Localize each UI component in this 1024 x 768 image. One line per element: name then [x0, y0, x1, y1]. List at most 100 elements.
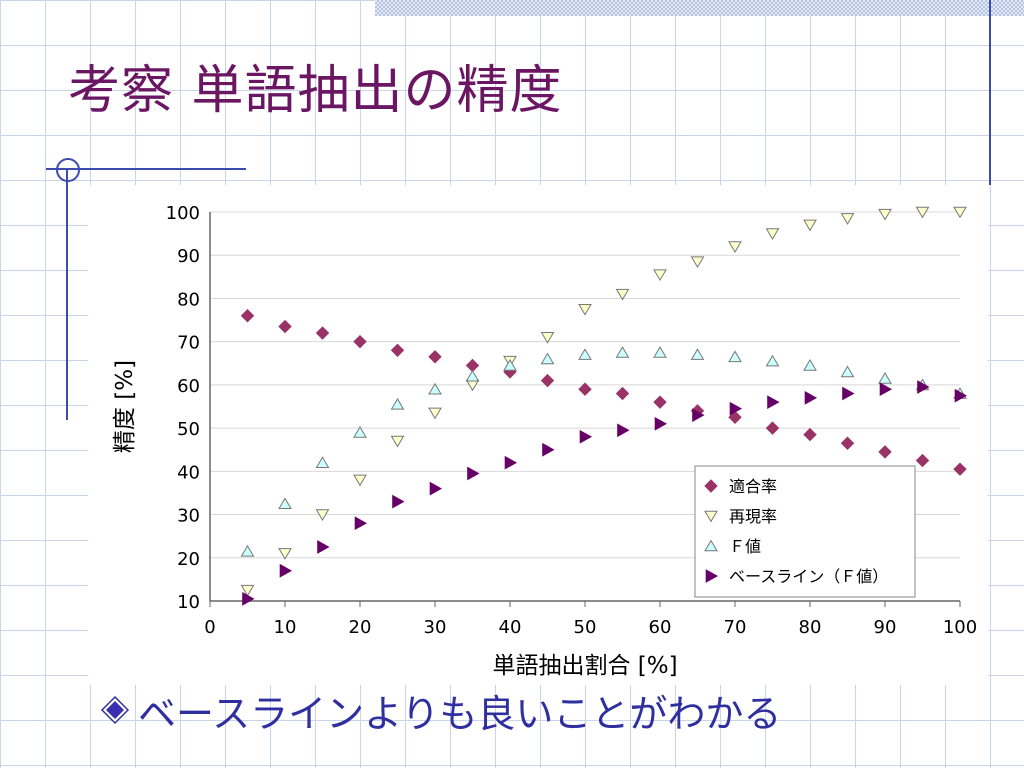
data-point-series-1	[653, 269, 667, 282]
y-tick-label: 20	[177, 549, 200, 570]
data-point-series-2	[240, 544, 255, 557]
data-point-series-3	[354, 516, 368, 531]
data-point-series-2	[765, 354, 780, 367]
data-point-series-3	[467, 466, 480, 481]
data-point-series-3	[579, 429, 593, 444]
data-point-series-3	[542, 442, 555, 457]
legend-marker-series-3	[705, 569, 719, 583]
diamond-bullet-icon	[100, 695, 130, 725]
data-point-series-0	[953, 462, 967, 476]
y-tick-label: 40	[177, 462, 200, 483]
data-point-series-3	[804, 391, 818, 405]
data-point-series-1	[278, 548, 292, 560]
chart-panel: 10 20 30 40 50 60 70 80 90 100 0 10 20 30 40 50 60 70 80 90…	[88, 185, 988, 685]
data-point-series-1	[728, 241, 742, 253]
bullet-line: ベースラインよりも良いことがわかる	[100, 684, 781, 736]
top-decorative-bar	[375, 0, 1024, 16]
data-point-series-0	[765, 421, 780, 435]
data-point-series-2	[878, 372, 892, 384]
data-point-series-0	[540, 373, 555, 388]
data-point-series-1	[953, 206, 967, 219]
data-point-series-1	[240, 584, 255, 597]
data-point-series-1	[353, 474, 367, 487]
data-point-series-0	[653, 395, 667, 409]
data-point-series-3	[767, 395, 780, 410]
x-tick-label: 10	[274, 617, 297, 638]
y-tick-label: 30	[177, 506, 200, 527]
data-point-series-0	[428, 350, 442, 364]
y-tick-label: 60	[177, 376, 200, 397]
data-point-series-2	[840, 365, 855, 378]
data-point-series-1	[390, 435, 405, 448]
data-point-series-3	[429, 481, 443, 496]
data-point-series-1	[578, 303, 592, 316]
data-point-series-3	[692, 408, 705, 422]
y-tick-label: 90	[177, 246, 200, 267]
data-point-series-2	[390, 397, 405, 410]
data-point-series-1	[428, 407, 442, 420]
x-tick-label: 40	[499, 617, 522, 638]
y-tick-label: 50	[177, 419, 200, 440]
x-tick-label: 30	[424, 617, 447, 638]
x-tick-label: 50	[574, 617, 597, 638]
legend-marker-series-1	[704, 510, 718, 523]
data-point-series-2	[728, 350, 742, 363]
bullet-text: ベースラインよりも良いことがわかる	[138, 691, 782, 736]
data-point-series-0	[840, 436, 855, 450]
legend-box	[694, 465, 916, 598]
data-point-series-0	[915, 453, 930, 468]
data-point-series-3	[279, 563, 293, 578]
x-tick-label: 70	[724, 617, 747, 638]
data-point-series-3	[879, 382, 893, 397]
data-point-series-2	[540, 352, 555, 365]
legend-marker-series-0	[704, 479, 718, 493]
data-point-series-1	[315, 509, 330, 521]
data-point-series-3	[392, 494, 405, 509]
data-point-series-1	[615, 288, 630, 301]
data-point-series-3	[317, 540, 330, 554]
data-point-series-3	[729, 401, 743, 416]
data-point-series-2	[615, 346, 630, 358]
data-point-series-3	[917, 380, 930, 394]
data-point-series-3	[954, 388, 968, 403]
data-point-series-1	[765, 228, 780, 240]
decorative-vertical-rule-left	[66, 170, 68, 420]
data-point-series-0	[803, 427, 817, 442]
data-point-series-3	[617, 423, 630, 438]
decorative-horizontal-rule	[46, 168, 246, 170]
data-point-series-2	[428, 382, 442, 395]
data-point-series-2	[653, 346, 667, 358]
x-tick-label: 60	[649, 617, 672, 638]
data-point-series-0	[728, 410, 742, 425]
data-point-series-3	[842, 386, 855, 401]
y-tick-label: 80	[177, 289, 200, 310]
data-point-series-1	[878, 208, 892, 221]
data-point-series-1	[840, 213, 855, 225]
data-point-series-0	[465, 358, 480, 373]
y-tick-label: 10	[177, 592, 200, 613]
data-point-series-0	[240, 309, 255, 323]
data-point-series-0	[578, 382, 592, 396]
x-tick-label: 90	[874, 617, 897, 638]
x-tick-label: 0	[204, 617, 215, 638]
data-point-series-3	[504, 455, 518, 470]
data-point-series-1	[915, 206, 930, 219]
data-point-series-2	[278, 497, 292, 510]
x-tick-label: 80	[799, 617, 822, 638]
decorative-ring-icon	[56, 158, 80, 182]
data-point-series-3	[242, 591, 255, 606]
data-point-series-2	[315, 456, 330, 468]
slide-title: 考察 単語抽出の精度	[68, 61, 563, 121]
data-point-series-0	[615, 386, 630, 401]
data-point-series-2	[690, 348, 705, 360]
x-tick-label: 100	[943, 617, 977, 638]
y-tick-label: 100	[166, 203, 200, 224]
data-point-series-0	[353, 334, 367, 349]
data-point-series-1	[540, 332, 555, 344]
legend-label: ベースライン（Ｆ値）	[729, 567, 888, 586]
data-point-series-0	[390, 343, 405, 358]
decorative-vertical-rule-right	[989, 0, 991, 185]
legend-label: 再現率	[729, 507, 777, 526]
data-point-series-0	[315, 326, 330, 340]
legend-label: Ｆ値	[729, 537, 761, 556]
